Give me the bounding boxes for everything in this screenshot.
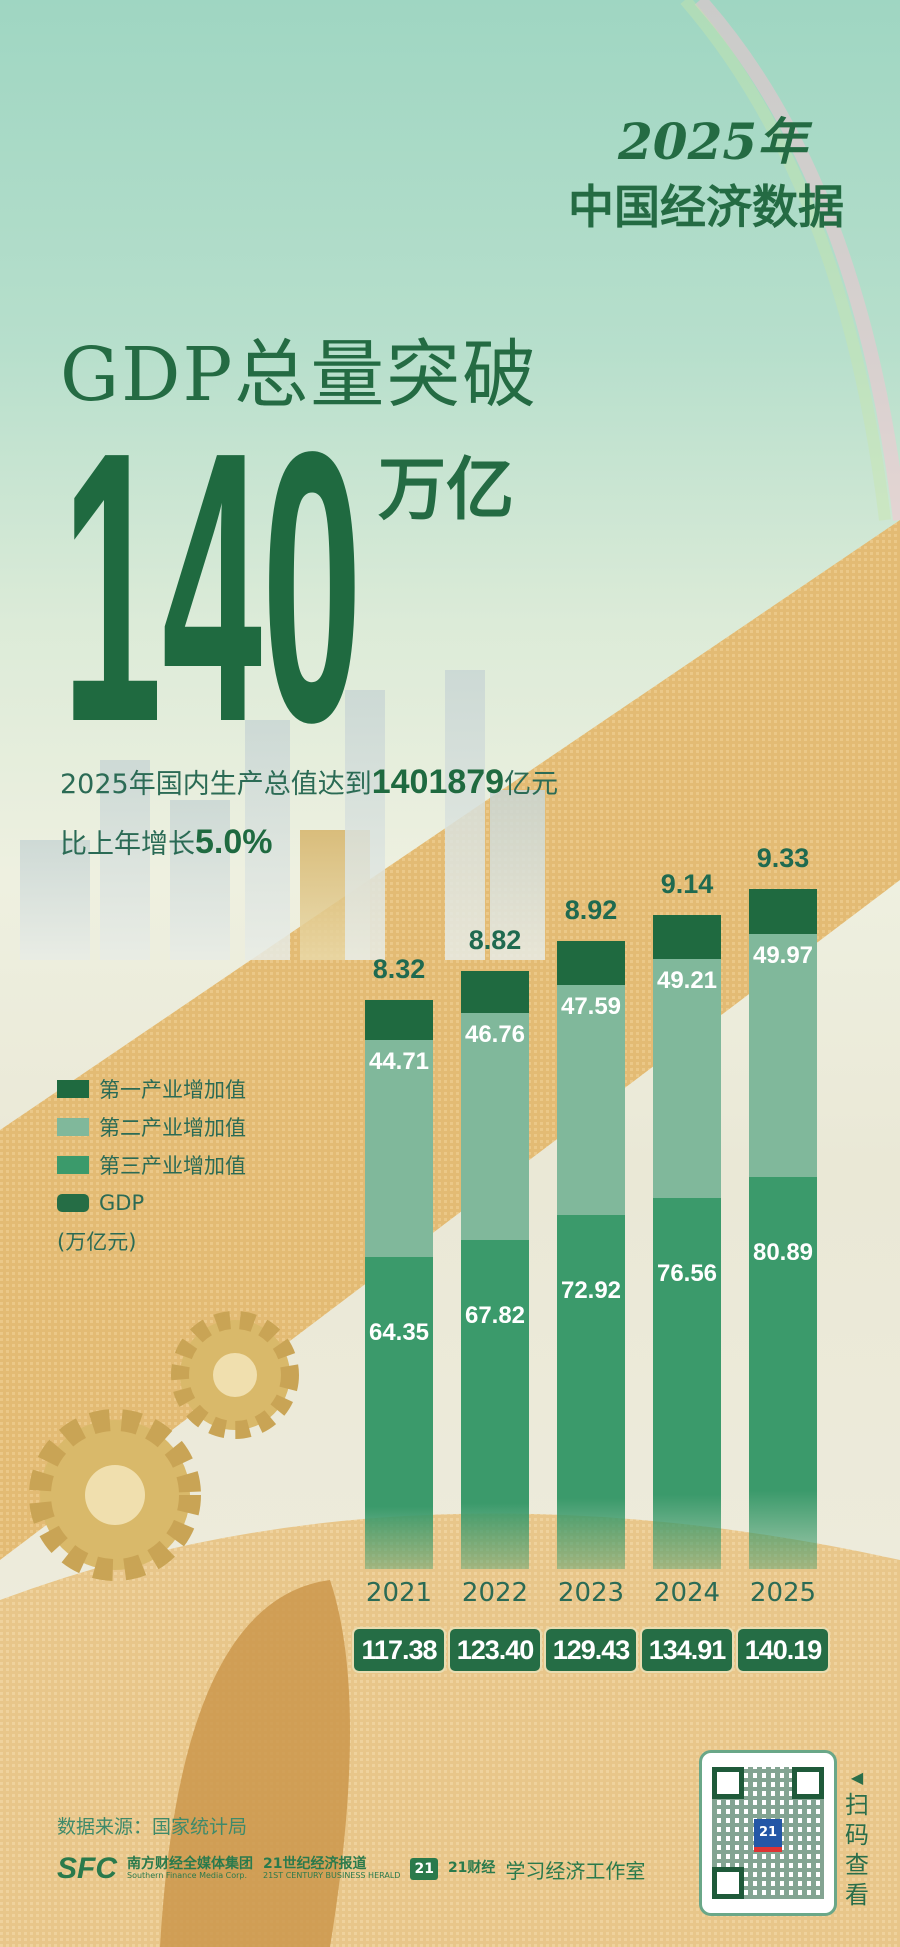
- herald-name-cn: 21世纪经济报道: [263, 1855, 367, 1872]
- top-value-label: 8.82: [468, 924, 522, 955]
- legend-item-secondary: 第二产业增加值: [57, 1108, 246, 1146]
- year-label: 2024: [653, 1578, 721, 1608]
- herald-name-en: 21ST CENTURY BUSINESS HERALD: [263, 1871, 401, 1881]
- gear-icon: [171, 1311, 299, 1439]
- legend-swatch: [57, 1156, 89, 1174]
- qr-finder: [792, 1767, 824, 1799]
- series-year: 2025年: [618, 112, 808, 171]
- summary-text: 2025年国内生产总值达到: [60, 769, 372, 800]
- caijing-logo: 21财经: [447, 1860, 496, 1877]
- summary-line-2: 比上年增长5.0%: [60, 822, 273, 865]
- chart-legend: 第一产业增加值 第二产业增加值 第三产业增加值 GDP (万亿元): [57, 1070, 246, 1260]
- headline: GDP总量突破: [60, 332, 539, 418]
- legend-label: 第三产业增加值: [99, 1154, 246, 1178]
- year-label: 2025: [749, 1578, 817, 1608]
- segment-label: 49.97: [752, 942, 814, 970]
- segment-label: 64.35: [368, 1318, 430, 1346]
- bar-segment-secondary: [365, 1040, 433, 1257]
- top-value-label: 9.14: [660, 868, 714, 899]
- year-label: 2022: [461, 1578, 529, 1608]
- gdp-total-badge: 129.43: [544, 1627, 638, 1673]
- legend-label: 第一产业增加值: [99, 1078, 246, 1102]
- headline-number: 140: [62, 440, 362, 725]
- studio-name: 学习经济工作室: [505, 1858, 646, 1883]
- rainbow-decoration: [680, 0, 891, 521]
- data-source: 数据来源：国家统计局: [57, 1816, 248, 1838]
- scan-prompt: ◀ 扫码查看: [842, 1760, 872, 1910]
- summary-unit: 亿元: [504, 769, 559, 800]
- sfc-name-en: Southern Finance Media Corp.: [127, 1871, 248, 1881]
- segment-label: 80.89: [752, 1238, 814, 1266]
- sfc-logo: SFC: [57, 1852, 117, 1885]
- segment-label: 47.59: [560, 992, 622, 1020]
- bar-segment-primary: [653, 914, 721, 959]
- growth-rate: 5.0%: [195, 823, 273, 861]
- legend-swatch: [57, 1080, 89, 1098]
- headline-number-graphic: 140: [62, 440, 362, 725]
- headline-unit: 万亿: [378, 450, 515, 530]
- gear-icon: [29, 1409, 201, 1581]
- summary-line-1: 2025年国内生产总值达到1401879亿元: [60, 762, 558, 805]
- top-value-label: 9.33: [756, 843, 810, 874]
- gdp-total-badge: 117.38: [352, 1627, 446, 1673]
- qr-code[interactable]: 21: [699, 1750, 837, 1916]
- scan-text: 扫码查看: [845, 1791, 869, 1909]
- bar-segment-secondary: [653, 959, 721, 1198]
- bar-segment-tertiary: [365, 1256, 433, 1569]
- gdp-total-badge: 134.91: [640, 1627, 734, 1673]
- legend-unit: (万亿元): [57, 1230, 137, 1254]
- sfc-name-cn: 南方财经全媒体集团: [127, 1855, 253, 1872]
- bar-segment-primary: [557, 941, 625, 985]
- bar-segment-primary: [461, 970, 529, 1014]
- segment-label: 72.92: [560, 1277, 622, 1305]
- rainbow-decoration: [694, 0, 900, 521]
- top-value-label: 8.32: [372, 953, 426, 984]
- gold-band-decoration: [0, 520, 900, 1560]
- qr-finder: [712, 1767, 744, 1799]
- caijing-badge: 21: [410, 1858, 438, 1880]
- bar-segment-tertiary: [557, 1215, 625, 1569]
- legend-label: GDP: [99, 1191, 145, 1215]
- legend-swatch: [57, 1118, 89, 1136]
- qr-finder: [712, 1867, 744, 1899]
- series-title: 2025年 中国经济数据: [568, 112, 868, 242]
- sfc-name: 南方财经全媒体集团 Southern Finance Media Corp.: [127, 1855, 253, 1881]
- legend-label: 第二产业增加值: [99, 1116, 246, 1140]
- segment-label: 67.82: [464, 1302, 526, 1330]
- bar-segment-tertiary: [461, 1240, 529, 1569]
- brown-hill-decoration: [160, 1580, 350, 1947]
- legend-item-tertiary: 第三产业增加值: [57, 1146, 246, 1184]
- bar-segment-secondary: [461, 1013, 529, 1241]
- segment-label: 49.21: [656, 967, 718, 994]
- top-value-label: 8.92: [564, 895, 618, 926]
- year-label: 2023: [557, 1578, 625, 1608]
- city-skyline-illustration: [0, 670, 560, 960]
- bar-segment-secondary: [557, 984, 625, 1216]
- legend-item-primary: 第一产业增加值: [57, 1070, 246, 1108]
- bar-segment-primary: [365, 999, 433, 1041]
- herald-logo: 21世纪经济报道 21ST CENTURY BUSINESS HERALD: [263, 1855, 401, 1881]
- segment-label: 44.71: [368, 1048, 430, 1076]
- year-label: 2021: [365, 1578, 433, 1608]
- bar-segment-primary: [749, 889, 817, 935]
- series-name: 中国经济数据: [568, 180, 844, 234]
- segment-label: 76.56: [656, 1259, 718, 1287]
- legend-item-gdp: GDP: [57, 1184, 246, 1222]
- qr-center-logo: 21: [754, 1819, 782, 1852]
- publisher-logos: SFC 南方财经全媒体集团 Southern Finance Media Corp…: [57, 1852, 645, 1886]
- gdp-total-badge: 140.19: [736, 1627, 830, 1673]
- arrow-left-icon: ◀: [850, 1768, 864, 1787]
- bar-segment-tertiary: [653, 1197, 721, 1569]
- gdp-value: 1401879: [371, 763, 505, 801]
- summary-text: 比上年增长: [60, 829, 195, 860]
- gdp-total-badge: 123.40: [448, 1627, 542, 1673]
- bar-segment-secondary: [749, 934, 817, 1177]
- segment-label: 46.76: [464, 1021, 526, 1049]
- bar-segment-tertiary: [749, 1176, 817, 1569]
- legend-swatch: [57, 1194, 89, 1212]
